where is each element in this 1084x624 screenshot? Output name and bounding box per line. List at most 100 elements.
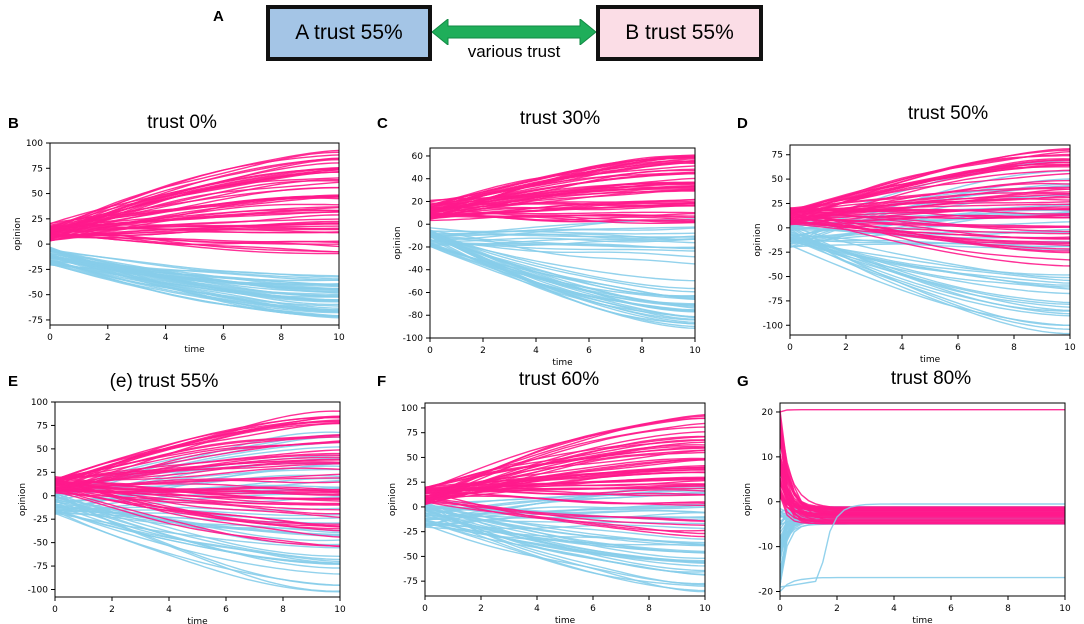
series-b-line bbox=[50, 223, 339, 228]
series-a-line bbox=[780, 576, 1065, 592]
series-b-line bbox=[780, 440, 1065, 511]
x-tick-label: 8 bbox=[646, 604, 652, 614]
plot-frame bbox=[424, 402, 706, 597]
series-b-line bbox=[790, 186, 1070, 209]
series-a-line bbox=[790, 228, 1070, 335]
series-b-line bbox=[50, 224, 339, 234]
series-b-line bbox=[50, 149, 339, 234]
series-b-line bbox=[425, 501, 705, 532]
series-b-line bbox=[780, 461, 1065, 509]
series-b-line bbox=[425, 471, 705, 501]
x-tick-label: 6 bbox=[586, 346, 592, 356]
series-a-line bbox=[425, 504, 705, 517]
y-tick-label: -100 bbox=[28, 586, 49, 596]
series-b-line bbox=[55, 415, 340, 481]
x-tick-label: 6 bbox=[948, 604, 954, 614]
y-tick-label: 0 bbox=[412, 503, 418, 513]
chart-title-b: trust 0% bbox=[147, 112, 217, 133]
series-b-line bbox=[790, 213, 1070, 254]
series-b-line bbox=[55, 441, 340, 480]
series-lines bbox=[55, 410, 340, 593]
series-a-line bbox=[790, 225, 1070, 279]
series-b-line bbox=[790, 214, 1070, 221]
chart-trust-80: 0 2 4 6 8 10 -20 -10 0 10 20 time opinion bbox=[743, 402, 1071, 624]
series-a-line bbox=[790, 231, 1070, 312]
x-tick-label: 8 bbox=[639, 346, 645, 356]
y-axis-label: opinion bbox=[18, 483, 28, 516]
series-b-line bbox=[55, 436, 340, 480]
series-b-line bbox=[780, 434, 1065, 509]
x-axis-label: time bbox=[184, 345, 205, 355]
series-b-line bbox=[430, 159, 695, 220]
series-a-line bbox=[780, 515, 1065, 578]
x-tick-label: 6 bbox=[223, 605, 229, 615]
series-a-line bbox=[55, 505, 340, 534]
series-b-line bbox=[55, 481, 340, 505]
series-b-line bbox=[425, 483, 705, 500]
x-axis-label: time bbox=[920, 355, 941, 365]
series-a-line bbox=[430, 244, 695, 297]
series-a-line bbox=[780, 523, 1065, 585]
series-b-line bbox=[780, 479, 1065, 510]
y-tick-label: 0 bbox=[37, 240, 43, 250]
x-tick-label: 4 bbox=[899, 343, 905, 353]
series-b-line bbox=[425, 426, 705, 498]
series-b-line bbox=[790, 220, 1070, 243]
y-tick-label: 100 bbox=[31, 398, 48, 408]
series-a-line bbox=[790, 238, 1070, 248]
series-a-line bbox=[430, 230, 695, 235]
y-tick-label: 50 bbox=[407, 453, 419, 463]
series-b-line bbox=[790, 207, 1070, 212]
y-tick-label: 0 bbox=[42, 492, 48, 502]
series-b-line bbox=[55, 479, 340, 486]
series-b-line bbox=[790, 193, 1070, 220]
series-b-line bbox=[780, 491, 1065, 524]
y-tick-label: 75 bbox=[37, 421, 48, 431]
panel-label-b: B bbox=[8, 115, 19, 132]
panel-label-e: E bbox=[8, 373, 19, 390]
series-b-line bbox=[425, 501, 705, 522]
y-tick-label: -100 bbox=[763, 321, 784, 331]
x-tick-label: 4 bbox=[534, 604, 540, 614]
series-a-line bbox=[430, 232, 695, 238]
series-a-line bbox=[55, 491, 340, 592]
series-b-line bbox=[790, 209, 1070, 261]
series-b-line bbox=[430, 188, 695, 218]
series-a-line bbox=[55, 509, 340, 565]
series-b-line bbox=[780, 410, 1065, 514]
y-tick-label: -20 bbox=[758, 588, 773, 598]
y-tick-label: 0 bbox=[777, 224, 783, 234]
y-axis-label: opinion bbox=[388, 483, 398, 516]
series-a-line bbox=[430, 234, 695, 319]
chart-title-e: (e) trust 55% bbox=[109, 371, 219, 392]
x-tick-label: 10 bbox=[699, 604, 711, 614]
series-b-line bbox=[425, 439, 705, 490]
chart-title-f: trust 60% bbox=[518, 369, 600, 390]
series-lines bbox=[780, 409, 1065, 592]
series-b-line bbox=[790, 221, 1070, 240]
series-a-line bbox=[55, 492, 340, 557]
series-a-line bbox=[430, 231, 695, 290]
series-a-line bbox=[50, 249, 339, 290]
y-tick-label: -25 bbox=[768, 248, 783, 258]
y-tick-label: 20 bbox=[762, 408, 774, 418]
y-axis-label: opinion bbox=[393, 226, 403, 259]
x-tick-label: 10 bbox=[1059, 604, 1071, 614]
y-tick-label: -25 bbox=[28, 265, 43, 275]
y-tick-label: -80 bbox=[408, 311, 423, 321]
series-b-line bbox=[780, 484, 1065, 513]
series-a-line bbox=[50, 263, 339, 314]
series-b-line bbox=[790, 208, 1070, 218]
series-b-line bbox=[55, 487, 340, 547]
series-a-line bbox=[780, 521, 1065, 556]
series-a-line bbox=[50, 261, 339, 301]
series-b-line bbox=[780, 453, 1065, 515]
x-tick-label: 8 bbox=[278, 333, 284, 343]
y-tick-label: -20 bbox=[408, 243, 423, 253]
series-a-line bbox=[50, 259, 339, 319]
series-a-line bbox=[430, 241, 695, 249]
panel-label-c: C bbox=[377, 115, 388, 132]
x-tick-label: 6 bbox=[221, 333, 227, 343]
series-a-line bbox=[55, 510, 340, 593]
y-tick-label: 25 bbox=[772, 199, 783, 209]
